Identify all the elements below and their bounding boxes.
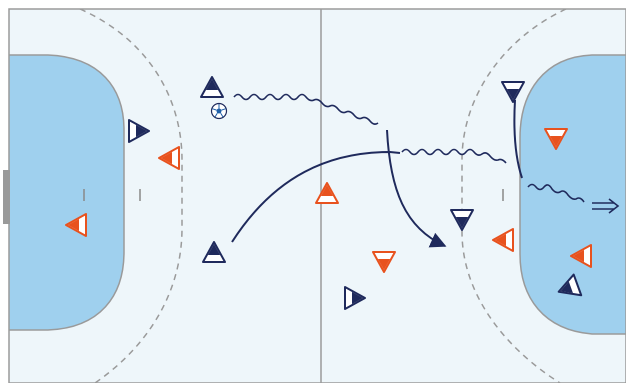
left-goal-area — [9, 54, 125, 331]
pass-wavy-2 — [401, 148, 507, 164]
right-goal-area — [519, 54, 626, 335]
pass-wavy-1 — [233, 93, 379, 125]
run-arrow-center — [386, 129, 447, 248]
attacker-cone-icon — [200, 76, 224, 98]
defender-cone-icon — [158, 146, 180, 170]
right-free-throw-line — [461, 9, 567, 383]
defender-cone-icon — [544, 128, 568, 150]
attacker-cone-icon — [557, 273, 583, 297]
attacker-cone-icon — [344, 286, 366, 310]
defender-cone-icon — [65, 213, 87, 237]
passes — [233, 93, 507, 164]
defender-cone-icon — [570, 244, 592, 268]
attacker-cone-icon — [202, 241, 226, 263]
players — [65, 76, 592, 310]
defender-cone-icon — [372, 251, 396, 273]
run-arrow-right-wing — [513, 99, 523, 179]
defender-cone-icon — [315, 182, 339, 204]
shot-wavy-line — [527, 183, 585, 203]
run-arrow-left-back — [231, 150, 401, 243]
attacker-cone-icon — [450, 209, 474, 231]
attacker-cone-icon — [501, 81, 525, 103]
attacker-cone-icon — [128, 119, 150, 143]
shot-arrow-head — [608, 198, 620, 214]
runs — [231, 99, 523, 248]
shot — [527, 183, 620, 214]
ball-icon — [210, 102, 228, 120]
defender-cone-icon — [492, 228, 514, 252]
left-goal-post — [3, 170, 10, 224]
